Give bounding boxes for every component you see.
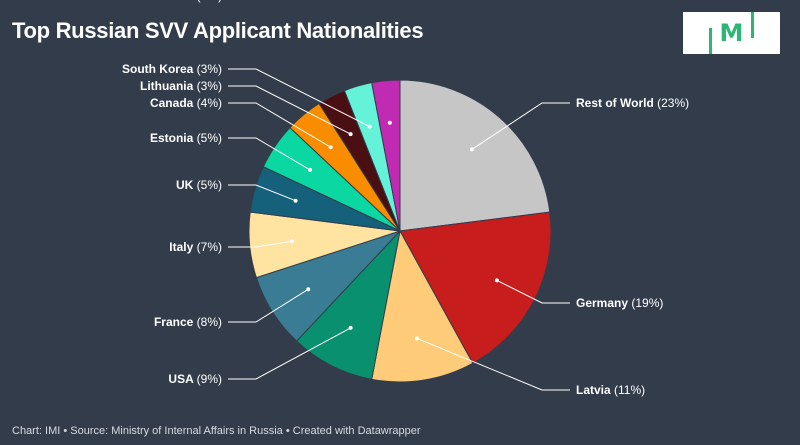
logo-bar-left xyxy=(708,28,712,54)
slice-label-canada: Canada (4%) xyxy=(150,96,222,110)
slice-labels: Rest of World (23%) Germany (19%) Latvia (… xyxy=(122,0,689,397)
leader-dot-rest-of-world xyxy=(469,147,474,152)
leader-line-germany xyxy=(496,279,570,304)
leader-line-latvia xyxy=(416,337,570,391)
leader-line-canada xyxy=(228,102,331,148)
slice-label-latvia: Latvia (11%) xyxy=(576,383,645,397)
slice-label-australia: Australia (3%) xyxy=(142,0,222,3)
slice-label-italy: Italy (7%) xyxy=(169,240,222,254)
slice-label-estonia: Estonia (5%) xyxy=(150,131,222,145)
slice-label-france: France (8%) xyxy=(154,315,222,329)
slice-label-rest-of-world: Rest of World (23%) xyxy=(576,96,689,110)
pie-slice-rest-of-world[interactable] xyxy=(399,79,551,232)
leader-dot-south-korea xyxy=(367,124,372,129)
leader-dot-latvia xyxy=(415,336,419,341)
leader-dot-lithuania xyxy=(348,132,353,137)
pie-slice-usa[interactable] xyxy=(295,229,401,380)
leader-dot-germany xyxy=(494,278,499,283)
chart-title: Top Russian SVV Applicant Nationalities xyxy=(12,18,424,43)
leader-line-italy xyxy=(228,240,292,248)
leader-line-lithuania xyxy=(228,85,351,135)
leader-dot-estonia xyxy=(308,167,313,172)
chart-footer: Chart: IMI • Source: Ministry of Interna… xyxy=(12,425,421,437)
leader-line-france xyxy=(228,288,309,323)
leader-line-estonia xyxy=(228,137,311,171)
leader-dot-canada xyxy=(328,145,333,150)
pie-slice-australia[interactable] xyxy=(371,79,401,232)
leader-line-usa xyxy=(228,327,351,380)
logo-bar-right xyxy=(751,12,755,38)
logo-letter: M xyxy=(719,19,744,47)
leader-dot-australia xyxy=(387,120,392,125)
leader-lines xyxy=(228,68,570,391)
slice-label-south-korea: South Korea (3%) xyxy=(122,62,222,76)
slice-label-usa: USA (9%) xyxy=(168,372,222,386)
leader-line-rest-of-world xyxy=(471,102,570,150)
leader-dot-france xyxy=(306,287,311,292)
slice-label-uk: UK (5%) xyxy=(176,178,222,192)
slice-label-germany: Germany (19%) xyxy=(576,296,663,310)
leader-dot-italy xyxy=(289,239,294,244)
slice-label-lithuania: Lithuania (3%) xyxy=(140,79,222,93)
leader-dot-uk xyxy=(293,198,298,203)
leader-line-south-korea xyxy=(228,68,370,128)
leader-dot-usa xyxy=(348,325,353,330)
pie-slice-latvia[interactable] xyxy=(371,229,474,383)
leader-line-uk xyxy=(228,184,296,202)
imi-logo: M xyxy=(683,12,780,54)
